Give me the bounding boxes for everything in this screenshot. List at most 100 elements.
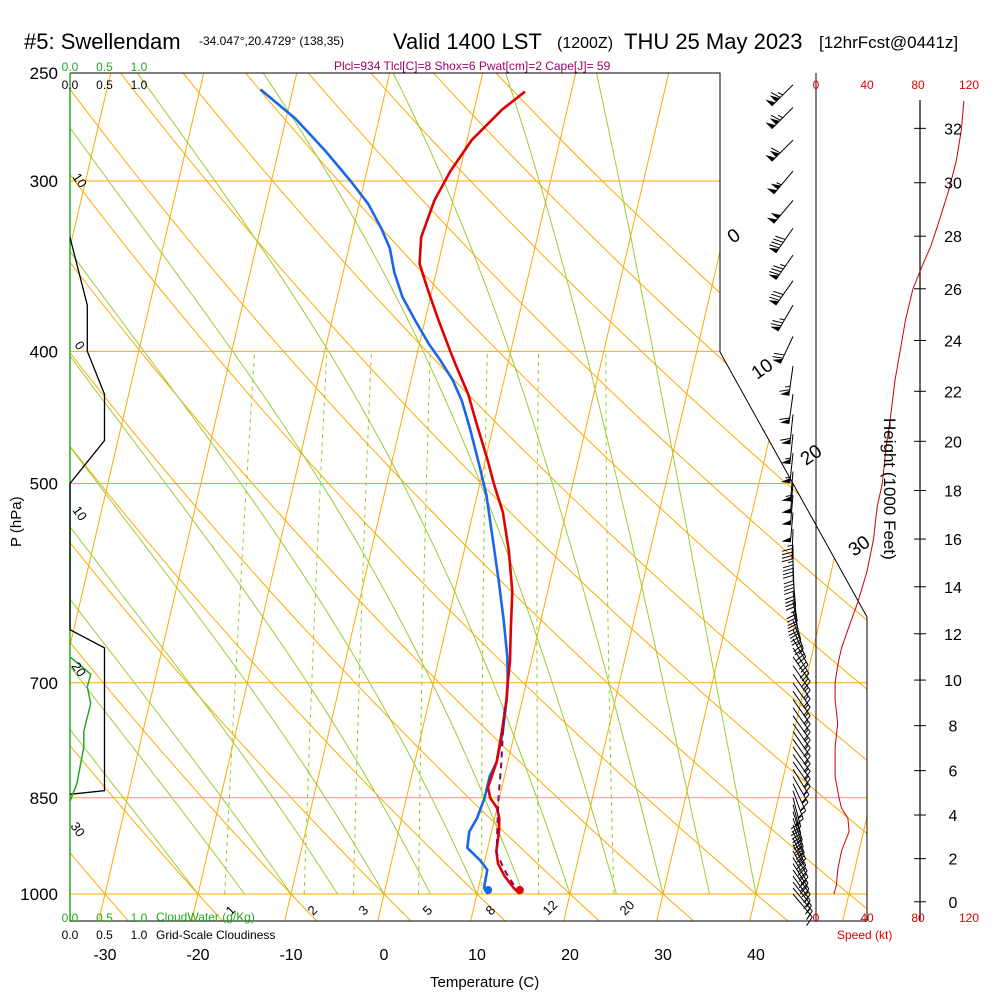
- mixing-ratio-line: [418, 351, 431, 895]
- mixing-ratio-label: 20: [617, 897, 638, 918]
- wind-barb-half-flag: [798, 650, 804, 655]
- mixing-ratio-label: 5: [420, 902, 436, 918]
- wind-barb: [792, 811, 803, 847]
- wind-barb-flag: [791, 639, 802, 646]
- plot-frame: [69, 72, 921, 922]
- wind-barb-flag: [779, 417, 790, 421]
- dry-adiabat-label: 30: [68, 819, 89, 839]
- wind-barb-flag: [800, 802, 809, 811]
- speed-tick-label: 120: [959, 911, 979, 925]
- wind-barb-pennant: [781, 520, 791, 526]
- wind-barb-flag: [803, 698, 811, 708]
- x-tick-label: -20: [186, 947, 209, 964]
- wind-barb-half-flag: [804, 729, 809, 734]
- height-tick-label: 12: [944, 627, 962, 644]
- wind-barb-flag: [803, 763, 811, 773]
- mixing-ratio-label: 8: [483, 902, 499, 918]
- wind-barb-flag: [801, 673, 810, 682]
- wind-barb-pennant: [768, 274, 779, 280]
- height-tick-label: 4: [949, 808, 958, 825]
- cloudiness-tick-label: 0.0: [62, 78, 79, 92]
- surface-dewpoint-dot: [484, 886, 493, 894]
- wind-barb-pennant: [781, 496, 791, 502]
- cloudwater-tick-label: 0.5: [96, 911, 113, 925]
- wind-barb-flag: [793, 842, 803, 850]
- height-tick-label: 18: [944, 484, 962, 501]
- pressure-tick-label: 850: [30, 789, 58, 808]
- dry-adiabat-line: [70, 73, 508, 921]
- cloudiness-tick-label: 1.0: [131, 928, 148, 942]
- wind-barb: [792, 768, 810, 803]
- wind-barb-half-flag: [785, 457, 791, 460]
- wind-barb-flag: [794, 648, 804, 656]
- cloudwater-tick-label: 1.0: [131, 911, 148, 925]
- wind-barb-pennant: [780, 477, 791, 483]
- series-cloudwater: [69, 656, 92, 802]
- height-tick-label: 30: [944, 176, 962, 193]
- wind-barb-flag: [790, 636, 801, 643]
- wind-barb-flag: [769, 244, 780, 249]
- wind-barb: [792, 818, 804, 854]
- wind-barb-flag: [770, 323, 782, 327]
- zulu-time: (1200Z): [557, 35, 613, 52]
- isotherm-label: 20: [797, 441, 826, 470]
- wind-barb: [768, 254, 794, 280]
- wind-barb-staff: [792, 656, 811, 682]
- wind-barb-flag: [794, 846, 804, 854]
- wind-barb-half-flag: [787, 560, 794, 564]
- wind-barb-half-flag: [777, 92, 783, 96]
- wind-barb-flag: [785, 605, 796, 611]
- wind-barb-flag: [779, 389, 790, 392]
- cloudiness-tick-label: 0.5: [96, 78, 113, 92]
- x-tick-label: 10: [468, 947, 486, 964]
- isotherm-line: [841, 73, 867, 921]
- pressure-tick-label: 1000: [20, 885, 58, 904]
- isotherm-line: [97, 73, 303, 921]
- isotherm-line: [283, 73, 489, 921]
- wind-barb: [792, 638, 809, 673]
- dry-adiabat-line: [349, 73, 867, 921]
- wind-barb-flag: [770, 92, 781, 98]
- mixing-ratio-line: [352, 351, 372, 895]
- wind-barb-half-flag: [797, 815, 803, 820]
- dry-adiabat-label: 10: [70, 170, 91, 190]
- wind-barb-pennant: [768, 300, 779, 306]
- wind-barb: [766, 200, 794, 224]
- moist-adiabat-line: [262, 73, 617, 895]
- wind-barb-flag: [801, 888, 810, 898]
- wind-barb-flag: [794, 818, 804, 826]
- wind-barb-flag: [771, 241, 782, 246]
- wind-barb-flag: [803, 715, 811, 725]
- cloudwater-tick-label: 1.0: [131, 60, 148, 74]
- wind-barb-half-flag: [803, 791, 808, 796]
- wind-barb-flag: [803, 786, 811, 795]
- wind-barb-flag: [800, 876, 809, 885]
- cloudiness-tick-label: 1.0: [131, 78, 148, 92]
- height-tick-label: 14: [944, 580, 962, 597]
- mixing-ratio-line: [605, 351, 615, 895]
- wind-profile: [765, 84, 965, 926]
- wind-barb-pennant: [770, 183, 781, 190]
- wind-barb-flag: [803, 894, 811, 903]
- wind-barb-flag: [783, 590, 795, 595]
- wind-barb-staff: [792, 768, 810, 795]
- moist-adiabat-line: [70, 73, 385, 895]
- isotherm-line: [70, 73, 210, 921]
- dry-adiabat-line: [287, 73, 867, 921]
- wind-barb-staff: [773, 170, 794, 195]
- wind-barb-pennant: [770, 326, 781, 332]
- wind-barb-flag: [783, 587, 795, 592]
- wind-barb-flag: [798, 873, 807, 882]
- moist-adiabat-line: [392, 73, 664, 895]
- wind-barb-flag: [806, 916, 813, 926]
- moist-adiabat-line: [70, 73, 292, 895]
- cloudiness-tick-label: 0.0: [62, 928, 79, 942]
- wind-barb-flag: [803, 731, 811, 741]
- valid-time: Valid 1400 LST: [393, 29, 542, 54]
- wind-barb: [792, 656, 811, 690]
- wind-barb-flag: [782, 548, 793, 552]
- wind-barb-flag: [782, 564, 794, 569]
- wind-barb: [765, 139, 794, 162]
- wind-barb-flag: [803, 771, 811, 780]
